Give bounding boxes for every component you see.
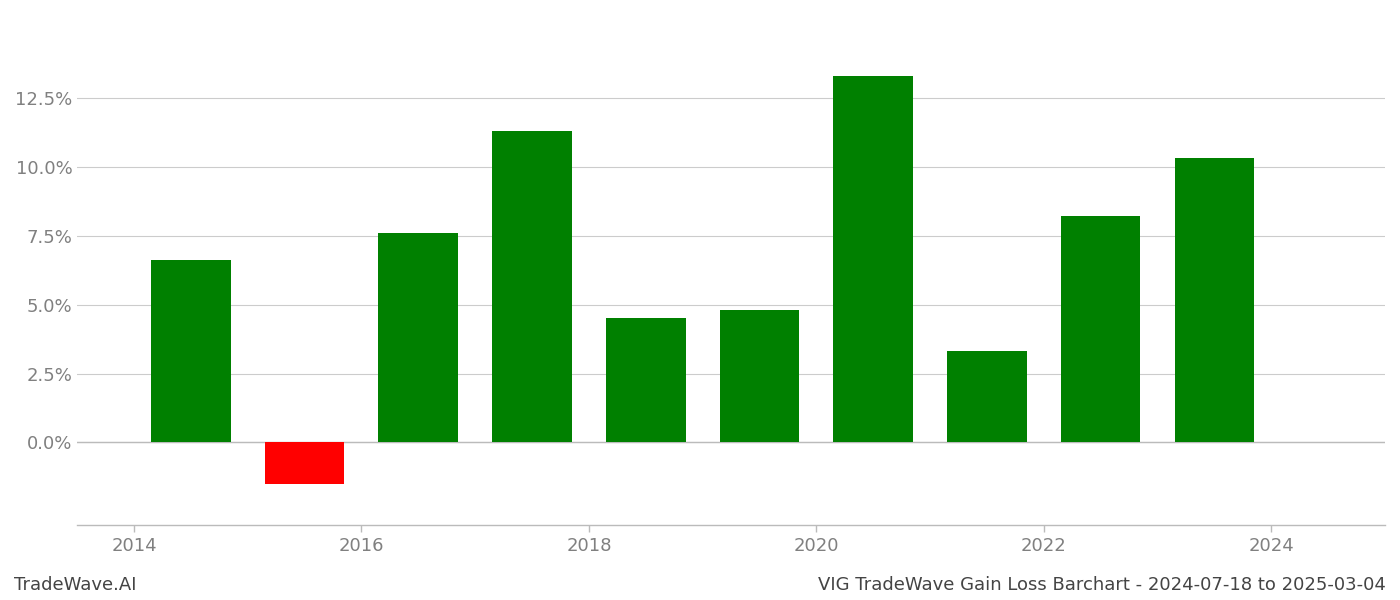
Bar <box>378 233 458 442</box>
Bar <box>948 352 1026 442</box>
Bar <box>720 310 799 442</box>
Bar <box>265 442 344 484</box>
Bar <box>1061 217 1141 442</box>
Bar <box>1175 158 1254 442</box>
Bar <box>493 131 571 442</box>
Text: TradeWave.AI: TradeWave.AI <box>14 576 137 594</box>
Bar <box>151 260 231 442</box>
Text: VIG TradeWave Gain Loss Barchart - 2024-07-18 to 2025-03-04: VIG TradeWave Gain Loss Barchart - 2024-… <box>818 576 1386 594</box>
Bar <box>606 319 686 442</box>
Bar <box>833 76 913 442</box>
